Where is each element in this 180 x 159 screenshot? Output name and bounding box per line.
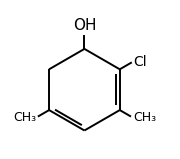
Text: OH: OH [73, 18, 96, 33]
Text: CH₃: CH₃ [13, 111, 36, 124]
Text: CH₃: CH₃ [133, 111, 156, 124]
Text: Cl: Cl [134, 55, 147, 69]
